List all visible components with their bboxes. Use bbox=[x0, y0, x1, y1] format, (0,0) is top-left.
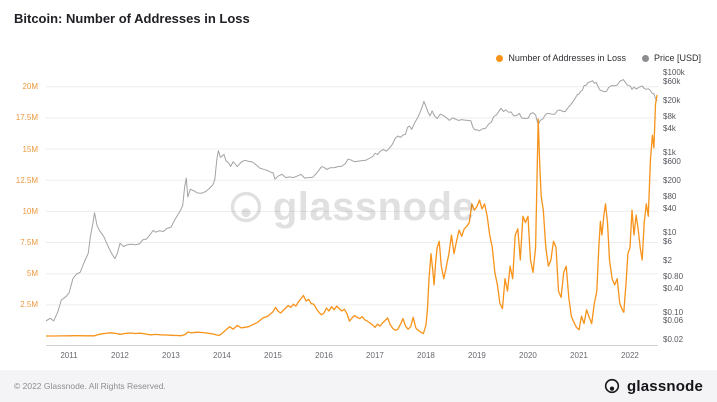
left-axis-tick-label: 2.5M bbox=[20, 300, 38, 310]
legend-dot-addresses-icon bbox=[496, 54, 504, 62]
right-axis-tick-label: $4k bbox=[663, 124, 676, 134]
x-axis-tick-label: 2018 bbox=[417, 351, 435, 360]
right-axis-tick-label: $40 bbox=[663, 203, 677, 213]
x-axis-tick-label: 2013 bbox=[162, 351, 180, 360]
glassnode-brand: glassnode bbox=[604, 378, 703, 395]
right-axis-tick-label: $0.10 bbox=[663, 307, 684, 317]
right-axis-tick-label: $0.02 bbox=[663, 335, 684, 345]
brand-wordmark: glassnode bbox=[627, 377, 703, 395]
right-axis-tick-label: $60k bbox=[663, 77, 681, 87]
chart-legend: Number of Addresses in Loss Price [USD] bbox=[496, 53, 701, 63]
x-axis-tick-label: 2016 bbox=[315, 351, 333, 360]
x-axis-tick-label: 2020 bbox=[519, 351, 537, 360]
right-axis-tick-label: $0.40 bbox=[663, 283, 684, 293]
series-addresses-in-loss bbox=[46, 94, 658, 337]
right-axis-tick-label: $0.06 bbox=[663, 316, 684, 326]
x-axis-tick-label: 2022 bbox=[621, 351, 639, 360]
left-axis-tick-label: 7.5M bbox=[20, 238, 38, 248]
x-axis-tick-label: 2017 bbox=[366, 351, 384, 360]
x-axis-tick-label: 2021 bbox=[570, 351, 588, 360]
copyright-text: © 2022 Glassnode. All Rights Reserved. bbox=[14, 381, 166, 391]
x-axis-tick-label: 2011 bbox=[60, 351, 78, 360]
plot-area[interactable]: glassnode bbox=[46, 68, 658, 346]
x-axis-tick-label: 2015 bbox=[264, 351, 282, 360]
right-axis-tick-label: $200 bbox=[663, 175, 681, 185]
series-price-usd bbox=[46, 79, 658, 322]
right-axis-tick-label: $2 bbox=[663, 255, 672, 265]
legend-item-addresses-in-loss[interactable]: Number of Addresses in Loss bbox=[496, 53, 626, 63]
right-axis-tick-label: $1k bbox=[663, 148, 676, 158]
left-axis-tick-label: 12.5M bbox=[15, 175, 38, 185]
x-axis-tick-label: 2012 bbox=[111, 351, 129, 360]
glassnode-logo-icon bbox=[604, 378, 620, 394]
right-axis-tick-label: $100k bbox=[663, 68, 685, 78]
legend-item-price-usd[interactable]: Price [USD] bbox=[641, 53, 701, 63]
right-axis-tick-label: $0.80 bbox=[663, 271, 684, 281]
left-axis-tick-label: 20M bbox=[22, 82, 38, 92]
left-axis-tick-label: 15M bbox=[22, 144, 38, 154]
legend-dot-price-icon bbox=[641, 54, 649, 62]
left-axis-tick-label: 17.5M bbox=[15, 113, 38, 123]
right-axis-tick-label: $600 bbox=[663, 156, 681, 166]
right-axis-tick-label: $80 bbox=[663, 191, 677, 201]
left-axis-tick-label: 10M bbox=[22, 206, 38, 216]
right-axis-tick-label: $10 bbox=[663, 227, 677, 237]
legend-label-addresses: Number of Addresses in Loss bbox=[508, 53, 626, 63]
right-axis-tick-label: $6 bbox=[663, 236, 672, 246]
right-axis-tick-label: $20k bbox=[663, 96, 681, 106]
x-axis-tick-label: 2019 bbox=[468, 351, 486, 360]
left-axis-tick-label: 5M bbox=[26, 269, 38, 279]
legend-label-price: Price [USD] bbox=[653, 53, 701, 63]
chart-canvas bbox=[46, 79, 658, 346]
right-axis-tick-label: $8k bbox=[663, 112, 676, 122]
footer-bar: © 2022 Glassnode. All Rights Reserved. g… bbox=[0, 370, 717, 402]
x-axis-tick-label: 2014 bbox=[213, 351, 231, 360]
chart-title: Bitcoin: Number of Addresses in Loss bbox=[14, 11, 250, 26]
